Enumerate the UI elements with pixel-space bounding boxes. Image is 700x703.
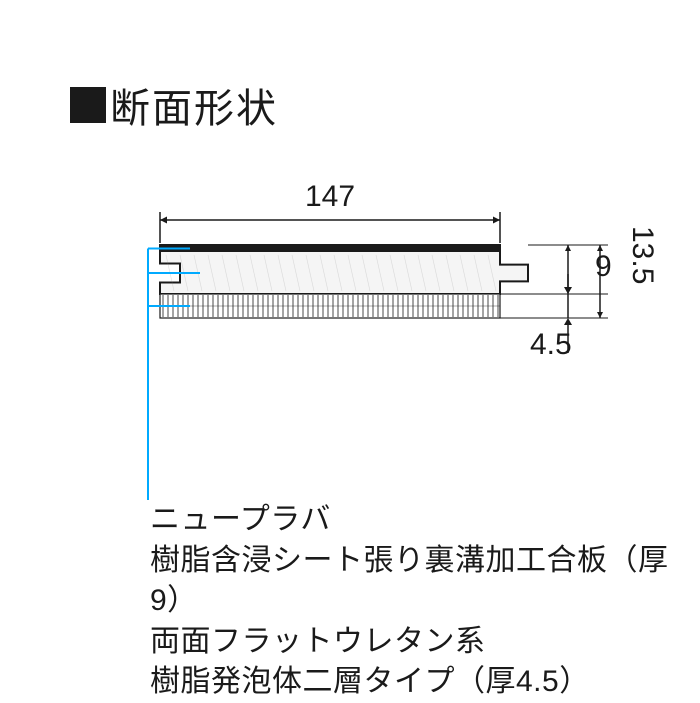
total-thickness-label: 13.5 xyxy=(625,226,659,284)
legend-line-2: 樹脂含浸シート張り裏溝加工合板（厚9） xyxy=(150,541,700,622)
legend-line-1: ニュープラバ xyxy=(150,500,700,541)
top-thickness-label: 9 xyxy=(595,250,612,284)
width-dimension-label: 147 xyxy=(305,180,355,214)
legend-block: ニュープラバ 樹脂含浸シート張り裏溝加工合板（厚9） 両面フラットウレタン系 樹… xyxy=(150,500,700,703)
title-bullet-icon xyxy=(70,87,106,123)
section-title: 断面形状 xyxy=(70,76,278,134)
title-text: 断面形状 xyxy=(110,76,278,134)
legend-line-4: 樹脂発泡体二層タイプ（厚4.5） xyxy=(150,662,700,703)
cross-section-svg xyxy=(70,170,670,500)
cross-section-diagram: 147 9 13.5 4.5 xyxy=(70,170,630,490)
legend-line-3: 両面フラットウレタン系 xyxy=(150,622,700,663)
bottom-thickness-label: 4.5 xyxy=(530,328,572,362)
